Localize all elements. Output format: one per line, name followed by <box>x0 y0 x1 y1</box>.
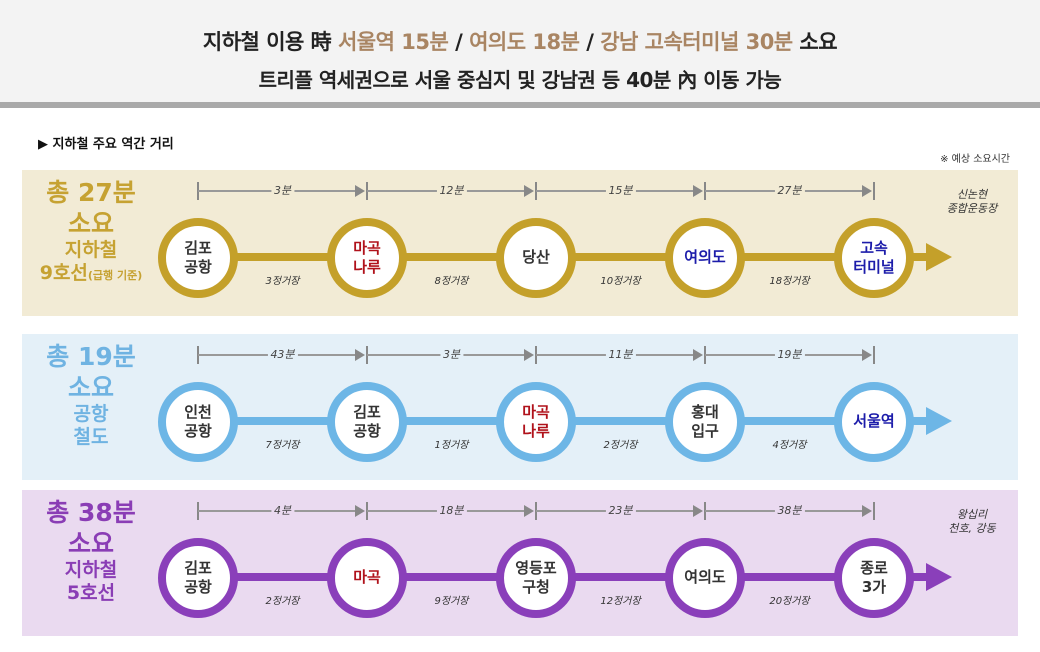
dimension-arrow-icon <box>524 349 534 361</box>
route-arrow-icon <box>926 563 952 591</box>
header-highlight: 서울역 15분 <box>337 30 449 54</box>
dimension-arrow-icon <box>524 185 534 197</box>
station-node: 여의도 <box>665 538 745 618</box>
route-continuation-label: 왕십리 천호, 강동 <box>948 508 996 536</box>
route-title-line: 공항 <box>73 403 109 425</box>
dimension-arrow-icon <box>693 349 703 361</box>
route-title-note: (급행 기준) <box>87 269 143 283</box>
dimension-arrow-icon <box>355 185 365 197</box>
travel-time-label: 23분 <box>605 502 636 518</box>
station-node: 홍대 입구 <box>665 382 745 462</box>
route-total-label: 총 19분 소요 공항 철도 <box>22 342 160 449</box>
stop-count-label: 18정거장 <box>769 276 810 287</box>
station-node: 종로 3가 <box>834 538 914 618</box>
dimension-arrow-icon <box>355 505 365 517</box>
travel-time-label: 18분 <box>436 502 467 518</box>
dimension-arrow-icon <box>355 349 365 361</box>
route-continuation-label: 신논현 종합운동장 <box>946 188 998 216</box>
route-title-line-text: 9호선 <box>39 262 88 285</box>
stop-count-label: 2정거장 <box>265 596 300 607</box>
travel-time-label: 3분 <box>439 346 464 362</box>
stop-count-label: 3정거장 <box>265 276 300 287</box>
travel-time-label: 3분 <box>270 182 295 198</box>
route-title-line: 총 19분 <box>46 342 136 371</box>
route-title-line: 철도 <box>73 426 109 449</box>
stop-count-label: 4정거장 <box>772 440 807 451</box>
travel-time-label: 15분 <box>605 182 636 198</box>
header-text: 지하철 이용 時 <box>202 30 338 54</box>
route-title-line: 소요 <box>67 208 114 238</box>
header-text: / <box>579 30 601 54</box>
station-node: 김포 공항 <box>158 538 238 618</box>
dimension-arrow-icon <box>693 185 703 197</box>
route-title-line: 9호선(급행 기준) <box>22 262 160 285</box>
stop-count-label: 9정거장 <box>434 596 469 607</box>
route-panel: 총 19분 소요 공항 철도 43분 7정거장 3분 1정거장 11분 2정거장 19분 4정거장 인천… <box>22 334 1018 480</box>
station-node: 고속 터미널 <box>834 218 914 298</box>
dimension-arrow-icon <box>862 505 872 517</box>
route-arrow-icon <box>926 407 952 435</box>
station-node: 마곡 나루 <box>327 218 407 298</box>
stop-count-label: 10정거장 <box>600 276 641 287</box>
travel-time-label: 19분 <box>774 346 805 362</box>
header-highlight: 여의도 18분 <box>469 30 580 54</box>
stop-count-label: 20정거장 <box>769 596 810 607</box>
route-title-line: 소요 <box>67 372 114 402</box>
route-arrow-icon <box>926 243 952 271</box>
header-text: 소요 <box>792 30 838 54</box>
route-title-line: 총 38분 <box>46 498 136 527</box>
header-banner: 지하철 이용 時 서울역 15분 / 여의도 18분 / 강남 고속터미널 30… <box>0 0 1040 108</box>
travel-time-label: 43분 <box>267 346 298 362</box>
station-node: 마곡 나루 <box>496 382 576 462</box>
route-panel: 총 27분 소요 지하철 9호선(급행 기준) 3분 3정거장 12분 8정거장 15분 10정거… <box>22 170 1018 316</box>
route-title-line: 지하철 <box>64 239 118 261</box>
route-title-line: 지하철 <box>64 559 118 581</box>
stop-count-label: 12정거장 <box>600 596 641 607</box>
route-total-label: 총 27분 소요 지하철 9호선(급행 기준) <box>22 178 160 285</box>
dimension-arrow-icon <box>862 349 872 361</box>
station-node: 김포 공항 <box>158 218 238 298</box>
route-title-line: 5호선 <box>66 582 116 605</box>
dimension-arrow-icon <box>693 505 703 517</box>
travel-time-label: 27분 <box>774 182 805 198</box>
estimate-note: ※ 예상 소요시간 <box>940 154 1010 165</box>
dimension-tick <box>873 502 875 520</box>
station-node: 마곡 <box>327 538 407 618</box>
stop-count-label: 2정거장 <box>603 440 638 451</box>
route-title-line: 총 27분 <box>46 178 136 207</box>
stop-count-label: 1정거장 <box>434 440 469 451</box>
travel-time-label: 12분 <box>436 182 467 198</box>
dimension-arrow-icon <box>524 505 534 517</box>
dimension-tick <box>873 346 875 364</box>
section-title: ▶ 지하철 주요 역간 거리 <box>38 137 174 152</box>
header-line-2: 트리플 역세권으로 서울 중심지 및 강남권 등 40분 內 이동 가능 <box>258 68 782 92</box>
travel-time-label: 11분 <box>605 346 636 362</box>
route-title-line: 소요 <box>67 528 114 558</box>
dimension-tick <box>873 182 875 200</box>
station-node: 서울역 <box>834 382 914 462</box>
route-total-label: 총 38분 소요 지하철 5호선 <box>22 498 160 605</box>
header-line-1: 지하철 이용 時 서울역 15분 / 여의도 18분 / 강남 고속터미널 30… <box>0 26 1040 56</box>
stop-count-label: 7정거장 <box>265 440 300 451</box>
route-panel: 총 38분 소요 지하철 5호선 4분 2정거장 18분 9정거장 23분 12정거장 38분 20정… <box>22 490 1018 636</box>
dimension-arrow-icon <box>862 185 872 197</box>
travel-time-label: 4분 <box>270 502 295 518</box>
station-node: 영등포 구청 <box>496 538 576 618</box>
travel-time-label: 38분 <box>774 502 805 518</box>
header-highlight: 강남 고속터미널 30분 <box>600 30 793 54</box>
station-node: 인천 공항 <box>158 382 238 462</box>
station-node: 당산 <box>496 218 576 298</box>
header-text: / <box>448 30 470 54</box>
station-node: 김포 공항 <box>327 382 407 462</box>
station-node: 여의도 <box>665 218 745 298</box>
stop-count-label: 8정거장 <box>434 276 469 287</box>
